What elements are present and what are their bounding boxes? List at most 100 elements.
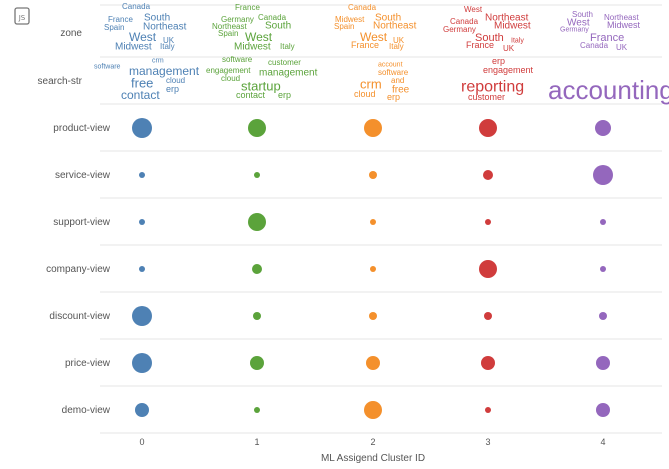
word-cloud-word: South	[475, 32, 504, 44]
word-cloud-word: customer	[268, 58, 301, 67]
bubble	[479, 260, 497, 278]
word-cloud-word: startup	[241, 79, 281, 94]
js-script-icon[interactable]: JS	[14, 7, 30, 25]
word-cloud-word: accounting	[548, 75, 669, 105]
bubble	[370, 219, 376, 225]
x-tick-label: 2	[370, 437, 375, 447]
word-cloud-word: South	[375, 13, 401, 24]
word-cloud-word: and	[391, 76, 404, 85]
word-cloud-word: Canada	[580, 41, 609, 50]
bubble	[366, 356, 380, 370]
word-cloud-word: Germany	[443, 25, 476, 34]
bubble	[599, 312, 607, 320]
word-cloud-word: Canada	[122, 2, 151, 11]
word-cloud-word: UK	[503, 44, 515, 53]
word-cloud-word: Midwest	[607, 20, 641, 30]
bubble	[600, 219, 606, 225]
row-label: price-view	[65, 358, 111, 369]
word-cloud-word: cloud	[221, 74, 240, 83]
bubble	[132, 353, 152, 373]
word-cloud-word: West	[360, 30, 388, 44]
word-cloud-word: South	[572, 10, 593, 19]
word-cloud-word: France	[351, 40, 379, 50]
bubble	[593, 165, 613, 185]
word-cloud-word: Northeast	[212, 22, 247, 31]
x-tick-label: 3	[485, 437, 490, 447]
word-cloud-word: erp	[387, 92, 400, 102]
word-cloud-word: West	[464, 5, 483, 14]
bubble	[248, 119, 266, 137]
word-cloud-word: crm	[360, 77, 382, 92]
word-cloud-word: engagement	[483, 65, 534, 75]
bubble	[252, 264, 262, 274]
bubble	[479, 119, 497, 137]
word-cloud-word: erp	[492, 56, 505, 66]
bubble	[596, 356, 610, 370]
word-cloud-word: West	[129, 30, 157, 44]
bubble	[484, 312, 492, 320]
word-cloud-word: Spain	[218, 29, 238, 38]
word-cloud-word: cloud	[354, 89, 376, 99]
bubble	[248, 213, 266, 231]
bubble	[485, 407, 491, 413]
word-cloud-word: UK	[616, 43, 628, 52]
word-cloud-word: Canada	[450, 17, 479, 26]
row-label: service-view	[55, 170, 111, 181]
bubble	[595, 120, 611, 136]
word-cloud-word: Midwest	[234, 42, 271, 53]
word-cloud-word: account	[378, 61, 403, 68]
x-axis-label: ML Assigend Cluster ID	[321, 453, 425, 464]
word-cloud-word: engagement	[206, 66, 251, 75]
word-cloud-word: France	[466, 40, 494, 50]
word-cloud-word: management	[259, 68, 318, 79]
word-cloud-word: software	[222, 55, 253, 64]
x-tick-label: 4	[600, 437, 605, 447]
bubble	[483, 170, 493, 180]
word-cloud-word: West	[567, 18, 590, 29]
word-cloud-word: Germany	[221, 15, 254, 24]
word-cloud-word: Northeast	[373, 21, 417, 32]
word-cloud-word: Northeast	[143, 22, 187, 33]
row-label: product-view	[53, 123, 110, 134]
bubble	[254, 172, 260, 178]
bubble	[600, 266, 606, 272]
word-cloud-word: France	[108, 15, 133, 24]
word-cloud-word: South	[265, 21, 291, 32]
word-cloud-word: crm	[152, 57, 164, 64]
word-cloud-word: contact	[236, 90, 266, 100]
bubble	[132, 118, 152, 138]
row-label: demo-view	[62, 405, 111, 416]
bubble	[364, 401, 382, 419]
word-cloud-word: customer	[468, 92, 505, 102]
word-cloud-word: Italy	[389, 42, 404, 51]
word-cloud-word: Midwest	[494, 21, 531, 32]
bubble	[596, 403, 610, 417]
word-cloud-word: UK	[163, 36, 175, 45]
word-cloud-word: Canada	[348, 3, 377, 12]
word-cloud-word: reporting	[461, 79, 524, 96]
bubble	[139, 172, 145, 178]
word-cloud-word: Italy	[160, 42, 175, 51]
row-label: zone	[60, 28, 82, 39]
bubble	[254, 407, 260, 413]
word-cloud-word: free	[392, 85, 410, 96]
bubble	[139, 219, 145, 225]
word-cloud-word: contact	[121, 88, 160, 102]
word-cloud-word: West	[245, 30, 273, 44]
word-cloud-word: South	[144, 13, 170, 24]
bubble	[132, 306, 152, 326]
bubble	[370, 266, 376, 272]
word-cloud-word: Midwest	[115, 42, 152, 53]
row-label: search-str	[38, 76, 83, 87]
x-tick-label: 0	[139, 437, 144, 447]
bubble	[135, 403, 149, 417]
word-cloud-word: Spain	[104, 23, 124, 32]
word-cloud-word: erp	[278, 90, 291, 100]
row-label: discount-view	[49, 311, 110, 322]
word-cloud-word: Italy	[280, 42, 295, 51]
word-cloud-word: France	[235, 3, 260, 12]
bubble	[364, 119, 382, 137]
word-cloud-word: Germany	[560, 26, 589, 33]
bubble	[369, 312, 377, 320]
word-cloud-word: software	[94, 63, 121, 70]
